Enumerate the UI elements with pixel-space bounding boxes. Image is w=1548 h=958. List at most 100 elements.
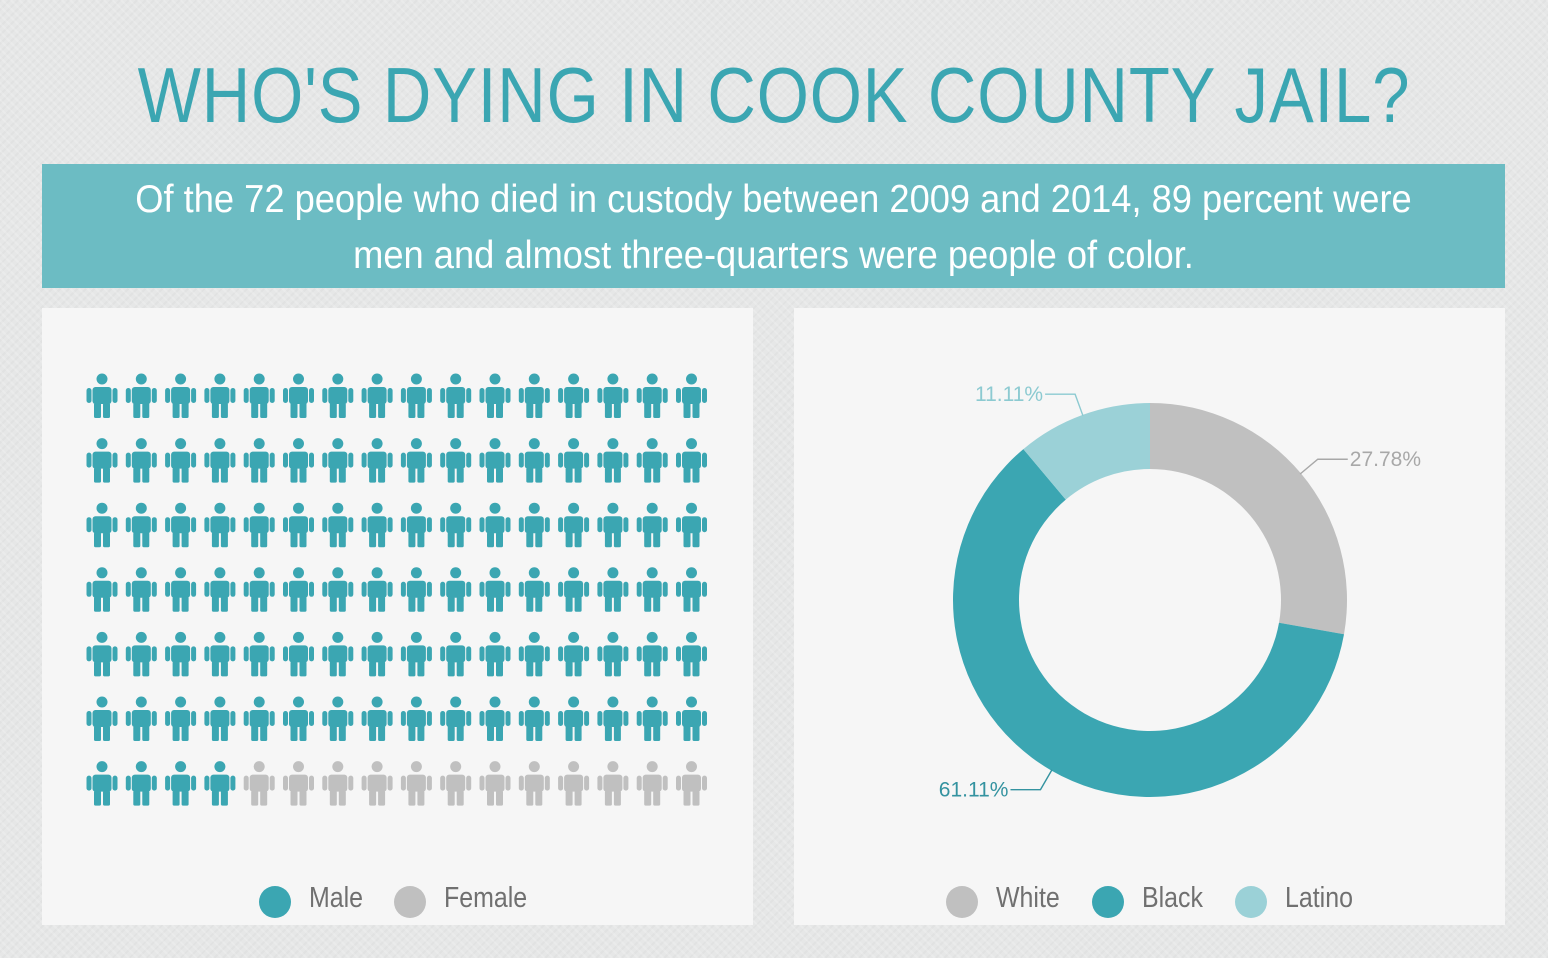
- male-person-icon: [361, 631, 393, 677]
- male-person-icon: [322, 631, 354, 677]
- male-person-icon: [283, 567, 314, 612]
- male-person-icon: [165, 696, 197, 741]
- gender-pictogram: [86, 373, 707, 806]
- slice-white: [1150, 403, 1347, 635]
- legend-swatch-male: [259, 886, 291, 918]
- male-person-icon: [125, 696, 157, 741]
- male-person-icon: [322, 696, 354, 741]
- female-person-icon: [243, 761, 275, 806]
- male-person-icon: [361, 438, 393, 483]
- male-person-icon: [361, 567, 393, 612]
- gender-chart-panel: [42, 308, 753, 925]
- male-person-icon: [243, 502, 275, 548]
- male-person-icon: [204, 567, 236, 612]
- male-person-icon: [518, 696, 550, 741]
- male-person-icon: [518, 373, 550, 418]
- male-person-icon: [479, 567, 511, 612]
- male-person-icon: [125, 438, 157, 483]
- slice-latino: [1023, 403, 1150, 500]
- male-person-icon: [558, 438, 590, 483]
- male-person-icon: [283, 502, 314, 548]
- male-person-icon: [322, 567, 354, 612]
- male-person-icon: [322, 373, 354, 418]
- leader-line: [1045, 393, 1084, 417]
- subtitle-banner: Of the 72 people who died in custody bet…: [42, 164, 1505, 288]
- male-person-icon: [400, 631, 432, 677]
- male-person-icon: [440, 631, 472, 677]
- male-person-icon: [86, 696, 118, 741]
- male-person-icon: [636, 631, 668, 677]
- legend-label-latino: Latino: [1285, 881, 1354, 914]
- male-person-icon: [518, 567, 550, 612]
- male-person-icon: [558, 373, 590, 418]
- male-person-icon: [204, 761, 236, 806]
- gender-legend: Male Female: [259, 878, 563, 918]
- male-person-icon: [479, 696, 511, 741]
- male-person-icon: [125, 761, 157, 806]
- male-person-icon: [86, 567, 118, 612]
- male-person-icon: [361, 373, 393, 418]
- male-person-icon: [86, 373, 118, 418]
- male-person-icon: [676, 631, 707, 677]
- male-person-icon: [361, 696, 393, 741]
- male-person-icon: [322, 438, 354, 483]
- female-person-icon: [636, 761, 668, 806]
- male-person-icon: [636, 696, 668, 741]
- legend-item-white: White: [946, 878, 1070, 918]
- male-person-icon: [283, 631, 314, 677]
- male-person-icon: [125, 567, 157, 612]
- legend-label-male: Male: [309, 881, 364, 914]
- male-person-icon: [165, 631, 197, 677]
- female-person-icon: [440, 761, 472, 806]
- male-person-icon: [204, 502, 236, 548]
- legend-label-white: White: [996, 881, 1060, 914]
- legend-item-black: Black: [1092, 878, 1213, 918]
- label-white: 27.78%: [1350, 448, 1421, 471]
- male-person-icon: [597, 696, 629, 741]
- female-person-icon: [479, 761, 511, 806]
- male-person-icon: [243, 567, 275, 612]
- subtitle-line-1: Of the 72 people who died in custody bet…: [135, 178, 1412, 221]
- legend-label-female: Female: [443, 881, 528, 914]
- female-person-icon: [558, 761, 590, 806]
- male-person-icon: [676, 438, 707, 483]
- race-legend: White Black Latino: [946, 878, 1386, 918]
- male-person-icon: [479, 631, 511, 677]
- legend-swatch-latino: [1235, 886, 1268, 918]
- male-person-icon: [283, 373, 314, 418]
- male-person-icon: [440, 567, 472, 612]
- male-person-icon: [636, 502, 668, 548]
- female-person-icon: [518, 761, 550, 806]
- female-person-icon: [361, 761, 393, 806]
- male-person-icon: [165, 502, 197, 548]
- male-person-icon: [558, 696, 590, 741]
- male-person-icon: [518, 631, 550, 677]
- male-person-icon: [558, 502, 590, 548]
- subtitle-text: Of the 72 people who died in custody bet…: [93, 172, 1454, 284]
- male-person-icon: [125, 502, 157, 548]
- male-person-icon: [283, 696, 314, 741]
- male-person-icon: [440, 696, 472, 741]
- male-person-icon: [165, 761, 197, 806]
- female-person-icon: [597, 761, 629, 806]
- male-person-icon: [518, 438, 550, 483]
- male-person-icon: [400, 502, 432, 548]
- male-person-icon: [400, 696, 432, 741]
- male-person-icon: [597, 373, 629, 418]
- male-person-icon: [204, 696, 236, 741]
- male-person-icon: [597, 438, 629, 483]
- race-chart-panel: 27.78% 61.11% 11.11%: [794, 308, 1505, 925]
- male-person-icon: [676, 373, 707, 418]
- male-person-icon: [243, 438, 275, 483]
- legend-item-female: Female: [393, 878, 541, 918]
- label-latino: 11.11%: [975, 383, 1043, 406]
- legend-swatch-white: [946, 886, 978, 918]
- legend-item-male: Male: [259, 878, 372, 918]
- male-person-icon: [636, 438, 668, 483]
- male-person-icon: [440, 502, 472, 548]
- label-black: 61.11%: [939, 779, 1009, 802]
- male-person-icon: [558, 567, 590, 612]
- male-person-icon: [676, 567, 707, 612]
- male-person-icon: [165, 438, 197, 483]
- male-person-icon: [676, 502, 707, 548]
